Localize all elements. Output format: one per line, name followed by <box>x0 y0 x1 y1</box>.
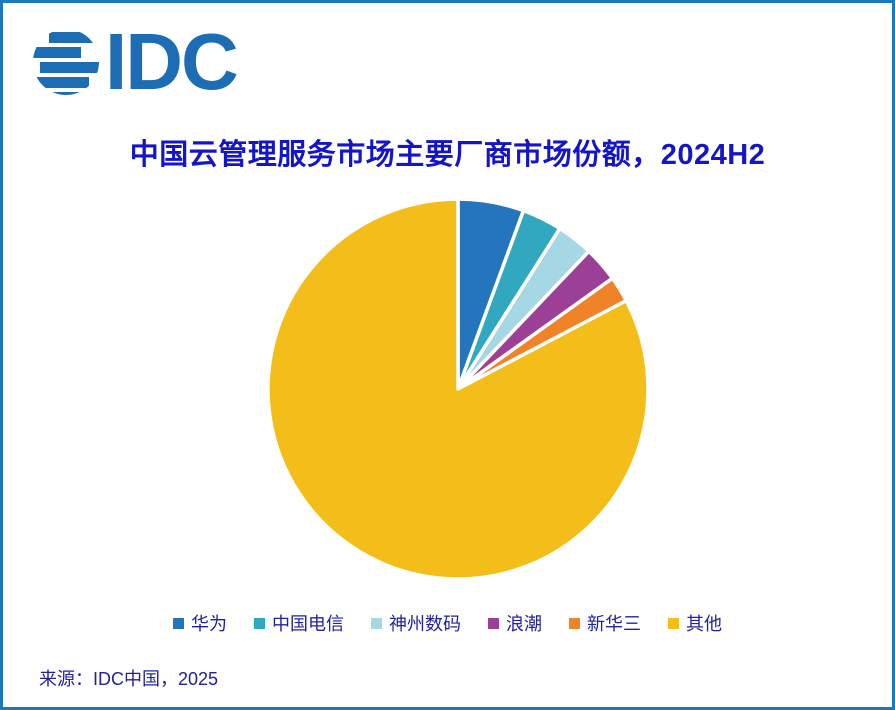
idc-globe-icon <box>33 32 99 95</box>
legend-item-其他: 其他 <box>668 610 722 636</box>
legend-item-中国电信: 中国电信 <box>254 610 344 636</box>
chart-legend: 华为 中国电信 神州数码 浪潮 新华三 其他 <box>3 606 892 640</box>
pie-chart <box>258 189 658 589</box>
legend-item-新华三: 新华三 <box>569 610 641 636</box>
legend-item-华为: 华为 <box>173 610 227 636</box>
legend-item-神州数码: 神州数码 <box>371 610 461 636</box>
legend-label: 中国电信 <box>272 614 344 634</box>
idc-logo: IDC <box>33 17 239 106</box>
idc-logo-text: IDC <box>105 17 239 106</box>
legend-label: 华为 <box>191 614 227 634</box>
source-note: 来源：IDC中国，2025 <box>39 669 219 689</box>
legend-item-浪潮: 浪潮 <box>488 610 542 636</box>
legend-marker-icon <box>254 617 265 629</box>
legend-label: 新华三 <box>587 614 641 634</box>
legend-marker-icon <box>668 617 679 629</box>
legend-marker-icon <box>173 617 184 629</box>
legend-marker-icon <box>488 617 499 629</box>
legend-label: 神州数码 <box>389 614 461 634</box>
pie-slice-其他 <box>266 197 650 581</box>
pie-chart-svg <box>266 197 650 581</box>
legend-marker-icon <box>371 617 382 629</box>
legend-label: 其他 <box>686 614 722 634</box>
legend-label: 浪潮 <box>506 614 542 634</box>
chart-title: 中国云管理服务市场主要厂商市场份额，2024H2 <box>129 139 766 171</box>
legend-marker-icon <box>569 617 580 629</box>
